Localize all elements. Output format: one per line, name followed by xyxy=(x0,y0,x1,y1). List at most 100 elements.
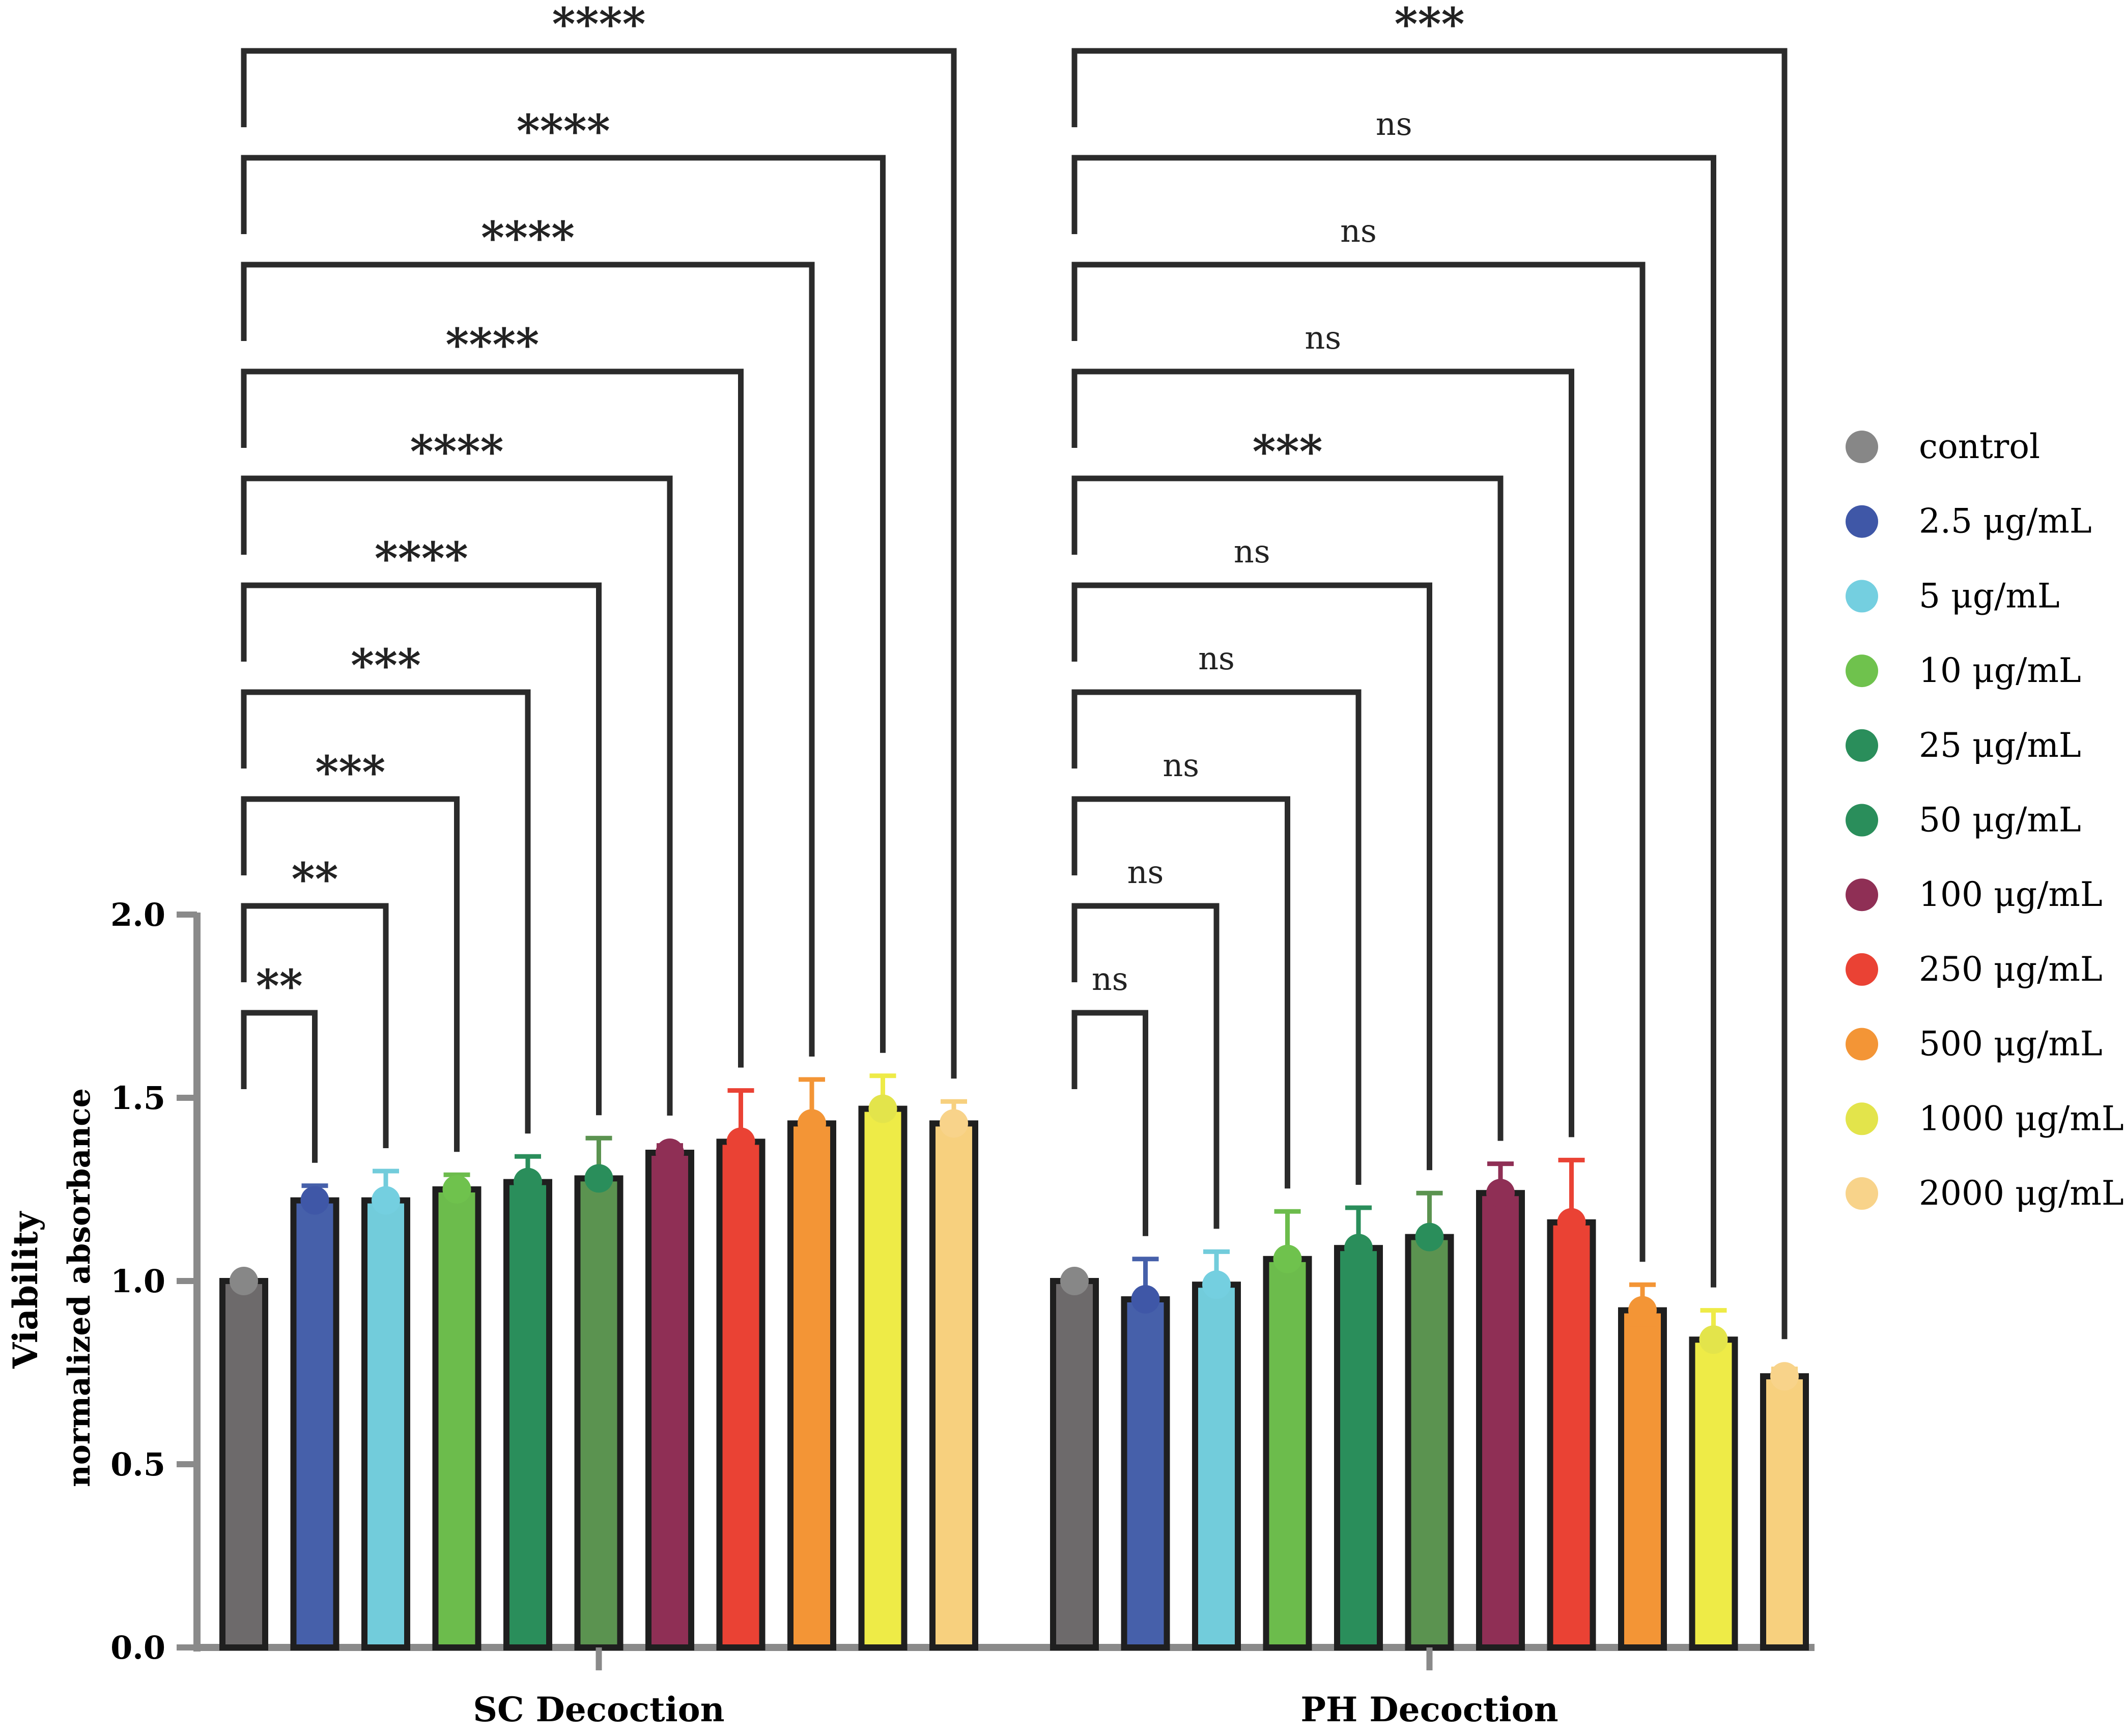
mean-point xyxy=(1060,1267,1089,1295)
significance-label: ns xyxy=(1092,960,1128,998)
legend-label: 2.5 μg/mL xyxy=(1919,502,2092,541)
mean-point xyxy=(1344,1234,1373,1263)
significance-label: ns xyxy=(1305,319,1341,356)
bar-sc-decoction-10-ug-ml xyxy=(432,1186,481,1650)
mean-point xyxy=(1131,1285,1160,1314)
significance-label: ns xyxy=(1340,212,1377,249)
legend-marker xyxy=(1846,431,1878,463)
significance-label: **** xyxy=(375,532,468,585)
bar-sc-decoction-2000-ug-ml xyxy=(929,1120,978,1650)
significance-bracket xyxy=(1071,1010,1148,1236)
legend-item-25-ug-ml: 25 μg/mL xyxy=(1846,726,2081,765)
significance-label: *** xyxy=(315,746,385,799)
mean-point xyxy=(656,1139,684,1167)
significance-bracket xyxy=(241,689,531,1134)
mean-point xyxy=(1415,1222,1444,1251)
significance-bracket xyxy=(241,1010,318,1163)
legend-label: 250 μg/mL xyxy=(1919,950,2103,989)
significance-label: **** xyxy=(410,425,503,478)
bar-sc-decoction-25-ug-ml xyxy=(503,1179,552,1651)
significance-label: ns xyxy=(1376,105,1412,143)
bar-ph-decoction-25-ug-ml xyxy=(1334,1245,1383,1650)
bar-ph-decoction-2000-ug-ml xyxy=(1760,1373,1809,1650)
bar-sc-decoction-250-ug-ml xyxy=(716,1139,766,1650)
significance-label: **** xyxy=(517,104,610,157)
significance-bracket xyxy=(1071,796,1290,1189)
legend-item-10-ug-ml: 10 μg/mL xyxy=(1846,651,2081,690)
bar-ph-decoction-500-ug-ml xyxy=(1618,1307,1667,1651)
significance-label: ns xyxy=(1234,533,1270,570)
legend-marker xyxy=(1846,953,1878,986)
significance-bracket xyxy=(1071,582,1432,1171)
bar-sc-decoction-100-ug-ml xyxy=(645,1150,694,1650)
significance-bracket xyxy=(1071,48,1788,1340)
legend-marker xyxy=(1846,1102,1878,1135)
legend-item-control: control xyxy=(1846,427,2040,466)
legend-marker xyxy=(1846,1177,1878,1210)
legend-item-5-ug-ml: 5 μg/mL xyxy=(1846,576,2060,615)
significance-bracket xyxy=(241,368,744,1068)
significance-label: ** xyxy=(256,959,303,1012)
mean-point xyxy=(726,1127,755,1156)
bar-ph-decoction-100-ug-ml xyxy=(1476,1190,1525,1650)
mean-point xyxy=(442,1175,471,1204)
mean-point xyxy=(868,1094,897,1123)
legend-label: 100 μg/mL xyxy=(1919,875,2103,914)
significance-label: ns xyxy=(1163,747,1199,784)
mean-point xyxy=(1770,1362,1799,1391)
bar-ph-decoction-10-ug-ml xyxy=(1263,1256,1312,1651)
significance-bracket xyxy=(1071,903,1220,1229)
legend-marker xyxy=(1846,654,1878,688)
mean-point xyxy=(798,1109,826,1138)
legend-label: 500 μg/mL xyxy=(1919,1024,2103,1064)
significance-bracket xyxy=(241,155,886,1053)
y-axis-label: Viability xyxy=(6,1211,45,1369)
legend-marker xyxy=(1846,878,1878,912)
bar-ph-decoction-50-ug-ml xyxy=(1405,1234,1454,1651)
mean-point xyxy=(300,1186,329,1215)
y-axis-sublabel: normalized absorbance xyxy=(62,1088,97,1487)
mean-point xyxy=(514,1168,542,1197)
bar-sc-decoction-1000-ug-ml xyxy=(858,1105,908,1651)
significance-label: *** xyxy=(351,639,421,692)
mean-point xyxy=(1557,1208,1586,1237)
significance-bracket xyxy=(241,475,673,1116)
legend-marker xyxy=(1846,1028,1878,1061)
bar-group-ph-decoction: PH Decoction ns ns ns ns ns *** ns ns ns *** xyxy=(1050,0,1809,1729)
significance-bracket xyxy=(241,903,389,1148)
x-group-label: PH Decoction xyxy=(1300,1690,1558,1729)
legend-label: 10 μg/mL xyxy=(1919,651,2081,690)
legend: control 2.5 μg/mL 5 μg/mL 10 μg/mL 25 μg/mL 5… xyxy=(1846,427,2124,1213)
significance-bracket xyxy=(1071,262,1646,1262)
legend-item-2-5-ug-ml: 2.5 μg/mL xyxy=(1846,502,2092,541)
legend-marker xyxy=(1846,804,1878,837)
bar-sc-decoction-5-ug-ml xyxy=(361,1197,410,1651)
mean-point xyxy=(372,1186,400,1215)
legend-item-100-ug-ml: 100 μg/mL xyxy=(1846,875,2103,914)
mean-point xyxy=(584,1164,613,1193)
bar-group-sc-decoction: SC Decoction****************************… xyxy=(219,0,978,1729)
x-group-label: SC Decoction xyxy=(473,1690,724,1729)
bar-ph-decoction-250-ug-ml xyxy=(1547,1219,1596,1651)
legend-label: control xyxy=(1919,427,2040,466)
legend-marker xyxy=(1846,729,1878,762)
mean-point xyxy=(230,1267,258,1295)
mean-point xyxy=(1486,1179,1515,1208)
legend-marker xyxy=(1846,505,1878,538)
y-tick-label: 0.0 xyxy=(110,1629,165,1666)
mean-point xyxy=(1699,1325,1728,1354)
y-tick-label: 1.5 xyxy=(110,1079,165,1117)
significance-label: ns xyxy=(1198,640,1235,677)
significance-label: **** xyxy=(552,0,645,50)
mean-point xyxy=(1628,1296,1657,1325)
legend-item-500-ug-ml: 500 μg/mL xyxy=(1846,1024,2103,1064)
legend-label: 2000 μg/mL xyxy=(1919,1174,2124,1213)
significance-bracket xyxy=(241,796,460,1152)
significance-label: *** xyxy=(1252,425,1322,478)
legend-item-250-ug-ml: 250 μg/mL xyxy=(1846,950,2103,989)
significance-label: ** xyxy=(291,852,338,905)
y-axis: Viability normalized absorbance 0.0 0.5 1.… xyxy=(6,896,201,1666)
significance-label: *** xyxy=(1394,0,1464,50)
bar-ph-decoction-1000-ug-ml xyxy=(1689,1336,1738,1650)
